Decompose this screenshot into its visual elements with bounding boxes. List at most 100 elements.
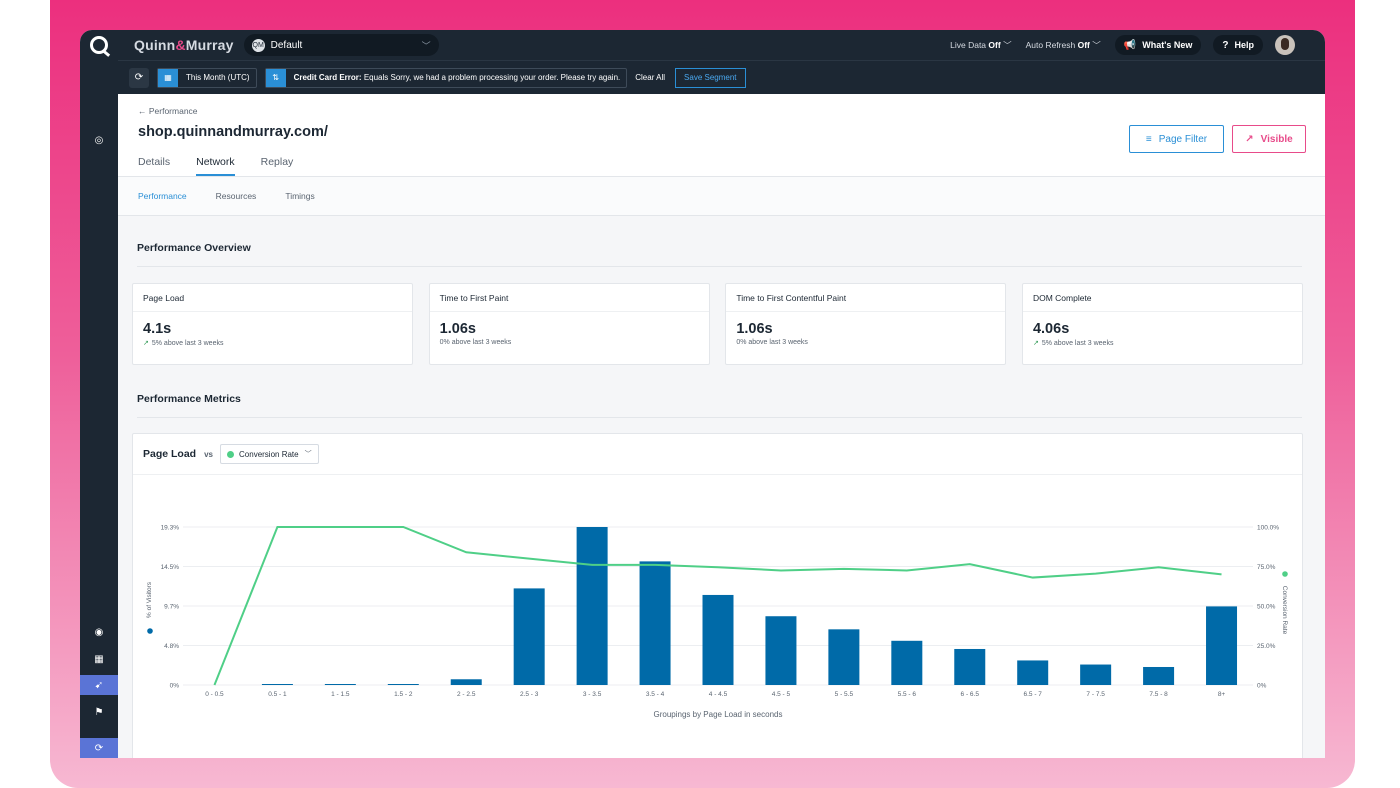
chart-vs-label: vs — [204, 449, 214, 459]
x-tick-label: 4 - 4.5 — [709, 691, 728, 698]
metric-card-value: 4.1s — [143, 321, 172, 337]
x-tick-label: 5 - 5.5 — [835, 691, 854, 698]
chevron-down-icon: ﹀ — [421, 40, 431, 51]
page-filter-button[interactable]: ≡ Page Filter — [1129, 125, 1224, 153]
x-tick-label: 6 - 6.5 — [961, 691, 980, 698]
bar — [1080, 664, 1112, 685]
help-button[interactable]: ? Help — [1213, 35, 1263, 55]
auto-refresh-toggle[interactable]: Auto Refresh Off ﹀ — [1026, 39, 1101, 51]
metric-card-trend-text: 0% above last 3 weeks — [439, 339, 512, 346]
bar — [324, 684, 356, 685]
trend-up-icon: ↗ — [1032, 340, 1039, 347]
x-axis-label: Groupings by Page Load in seconds — [654, 710, 783, 719]
live-data-value: Off — [988, 40, 1001, 50]
grid-icon[interactable]: ▦ — [94, 653, 104, 665]
clear-all-button[interactable]: Clear All — [635, 73, 666, 82]
metric-card-trend: ↗ 5% above last 3 weeks — [133, 337, 412, 347]
bar — [261, 684, 293, 685]
page-tabs: Details Network Replay — [138, 156, 319, 176]
live-data-label: Live Data — [950, 40, 987, 50]
flag-icon[interactable]: ⚑ — [94, 706, 104, 718]
y2-tick-label: 25.0% — [1257, 643, 1276, 650]
top-right-controls: Live Data Off ﹀ Auto Refresh Off ﹀ 📢 Wha… — [950, 30, 1325, 60]
tab-network[interactable]: Network — [196, 156, 235, 176]
metric-card-first-paint: Time to First Paint 1.06s 0% above last … — [428, 283, 710, 365]
bar — [954, 648, 986, 685]
series-color-dot — [227, 450, 235, 458]
bar — [639, 561, 671, 685]
app-logo-icon[interactable] — [80, 30, 118, 60]
help-label: Help — [1234, 40, 1254, 50]
trend-up-icon: ↗ — [143, 340, 149, 347]
y-tick-label: 0% — [170, 683, 180, 690]
sub-navigation: Performance Resources Timings — [118, 177, 1325, 216]
visible-button[interactable]: ↗ Visible — [1232, 125, 1306, 153]
y-axis-label: % of Visitors — [146, 581, 153, 618]
refresh-icon[interactable]: ⟳ — [129, 67, 149, 88]
breadcrumb[interactable]: ← Performance — [138, 106, 198, 116]
save-segment-button[interactable]: Save Segment — [675, 67, 746, 88]
page-title: shop.quinnandmurray.com/ — [138, 124, 328, 140]
y2-tick-label: 100.0% — [1257, 525, 1279, 532]
brand-amp: & — [175, 37, 186, 53]
conversion-rate-line — [213, 526, 1222, 686]
question-icon: ? — [1222, 39, 1229, 51]
y-tick-label: 14.5% — [161, 564, 180, 571]
subnav-timings[interactable]: Timings — [285, 191, 315, 201]
bar — [576, 527, 608, 685]
x-tick-label: 5.5 - 6 — [898, 691, 917, 698]
x-tick-label: 7 - 7.5 — [1086, 691, 1105, 698]
bar — [1206, 606, 1238, 685]
bar — [1017, 660, 1049, 685]
metric-card-value: 1.06s — [736, 321, 773, 337]
performance-metrics-title: Performance Metrics — [137, 393, 241, 405]
y2-tick-label: 75.0% — [1257, 564, 1276, 571]
sync-icon[interactable]: ⟳ — [80, 738, 118, 758]
page-load-chart-card: Page Load vs Conversion Rate ﹀ 0% 4.8% 9.7… — [132, 433, 1303, 758]
workspace-avatar: QM — [251, 38, 265, 52]
performance-overview-title: Performance Overview — [137, 242, 251, 254]
y-tick-label: 9.7% — [164, 604, 179, 611]
workspace-selector[interactable]: QM Default ﹀ — [243, 34, 439, 56]
user-avatar[interactable] — [1275, 35, 1295, 55]
compare-metric-value: Conversion Rate — [239, 449, 299, 459]
tab-replay[interactable]: Replay — [260, 156, 294, 168]
bar — [513, 588, 545, 685]
metric-card-first-contentful-paint: Time to First Contentful Paint 1.06s 0% … — [725, 283, 1007, 365]
error-filter-chip[interactable]: ⇅ Credit Card Error: Equals Sorry, we ha… — [264, 67, 628, 88]
globe-icon[interactable]: ◎ — [94, 134, 104, 146]
y-axis-legend-dot — [147, 628, 153, 634]
compass-icon[interactable]: ◉ — [94, 626, 104, 638]
visible-label: Visible — [1260, 133, 1293, 145]
metric-card-trend: ↗ 5% above last 3 weeks — [1023, 337, 1302, 347]
workspace-label: Default — [270, 39, 303, 51]
bar — [891, 640, 923, 685]
metric-card-trend: 0% above last 3 weeks — [430, 337, 709, 346]
whats-new-button[interactable]: 📢 What's New — [1114, 35, 1202, 55]
calendar-icon: ▦ — [158, 68, 178, 87]
error-filter-name: Credit Card Error: — [293, 73, 362, 82]
x-tick-label: 1.5 - 2 — [394, 691, 413, 698]
tab-details[interactable]: Details — [138, 156, 171, 168]
bar — [1143, 666, 1175, 685]
brand-name: Quinn&Murray — [134, 37, 234, 53]
live-data-toggle[interactable]: Live Data Off ﹀ — [950, 39, 1011, 51]
x-tick-label: 4.5 - 5 — [772, 691, 791, 698]
brand-name-b: Murray — [185, 37, 234, 53]
bar — [702, 594, 734, 685]
subnav-performance[interactable]: Performance — [138, 191, 187, 201]
y2-axis-legend-dot — [1282, 571, 1288, 577]
app-window: Quinn&Murray QM Default ﹀ Live Data Off … — [80, 30, 1325, 758]
divider — [137, 417, 1302, 418]
page-header: ← Performance shop.quinnandmurray.com/ D… — [118, 94, 1325, 177]
bar — [765, 616, 797, 685]
chevron-down-icon: ﹀ — [304, 451, 312, 458]
compare-metric-dropdown[interactable]: Conversion Rate ﹀ — [220, 444, 319, 464]
subnav-resources[interactable]: Resources — [215, 191, 257, 201]
page-filter-label: Page Filter — [1158, 133, 1208, 145]
rocket-icon[interactable]: ➹ — [80, 675, 118, 695]
date-range-chip[interactable]: ▦ This Month (UTC) — [157, 67, 257, 88]
chevron-down-icon: ﹀ — [1003, 40, 1012, 50]
metric-card-value: 4.06s — [1032, 321, 1070, 337]
metric-card-label: Page Load — [133, 284, 412, 312]
